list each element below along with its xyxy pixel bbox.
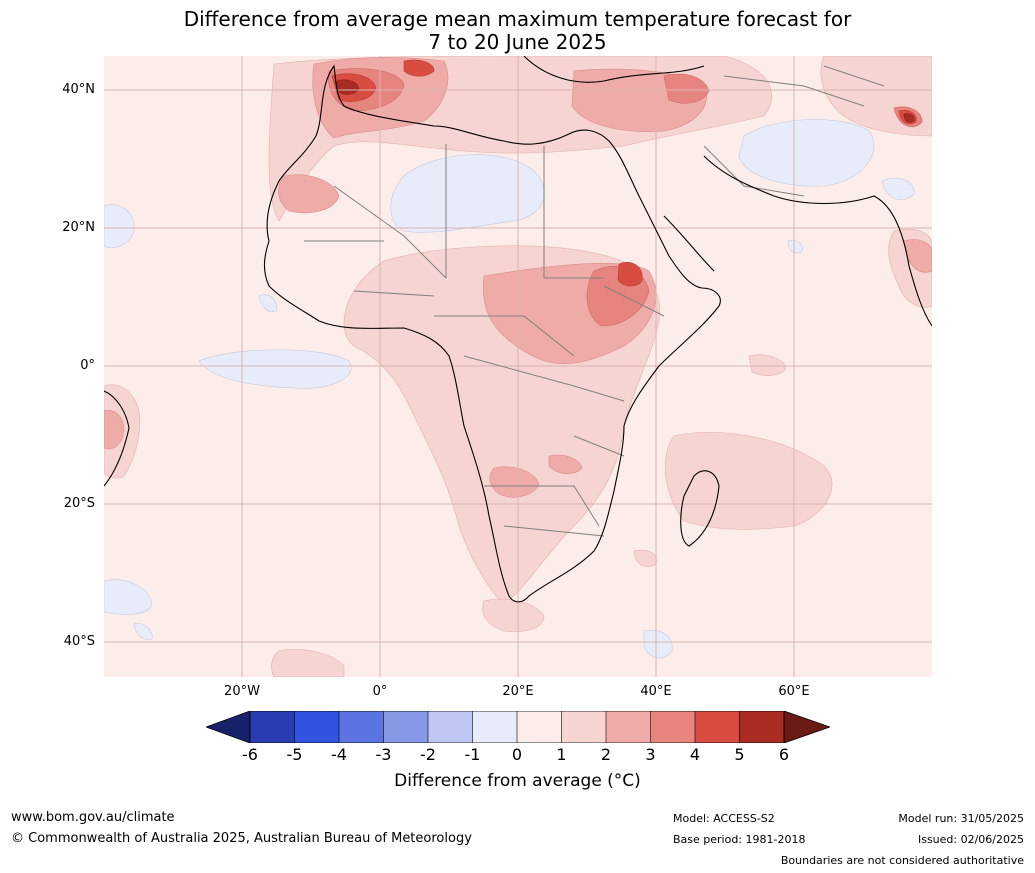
below-average-regions — [104, 119, 915, 659]
colorbar-segment-9 — [606, 711, 651, 743]
colorbar-segment-6 — [472, 711, 517, 743]
model-run-text: Model run: 31/05/2025 — [898, 812, 1024, 825]
disclaimer-text: Boundaries are not considered authoritat… — [780, 854, 1024, 867]
colorbar-svg — [204, 710, 832, 744]
lon-label-60e: 60°E — [778, 684, 810, 699]
base-period-text: Base period: 1981-2018 — [673, 833, 806, 846]
colorbar-segment-8 — [561, 711, 606, 743]
lat-label-40n: 40°N — [62, 82, 95, 97]
cbar-tick-minus3: -3 — [375, 745, 392, 764]
issued-text: Issued: 02/06/2025 — [917, 833, 1024, 846]
cbar-tick-4: 4 — [689, 745, 701, 764]
lon-label-20e: 20°E — [502, 684, 534, 699]
map-gridlines — [104, 56, 932, 677]
colorbar-segment-4 — [383, 711, 428, 743]
title-line-1: Difference from average mean maximum tem… — [183, 7, 852, 31]
colorbar-dividers — [294, 711, 740, 743]
lat-label-0: 0° — [80, 358, 95, 373]
model-text: Model: ACCESS-S2 — [673, 812, 775, 825]
cbar-tick-6: 6 — [778, 745, 790, 764]
map-svg — [104, 56, 932, 677]
colorbar-segment-11 — [695, 711, 740, 743]
cbar-tick-3: 3 — [645, 745, 656, 764]
colorbar-segment-2 — [294, 711, 339, 743]
copyright-text: © Commonwealth of Australia 2025, Austra… — [11, 831, 472, 846]
coastlines — [104, 56, 932, 603]
cbar-tick-0: 0 — [511, 745, 523, 764]
colorbar — [204, 710, 832, 744]
cbar-tick-1: 1 — [556, 745, 567, 764]
colorbar-segment-5 — [428, 711, 473, 743]
lat-label-20n: 20°N — [62, 220, 95, 235]
cbar-tick-minus4: -4 — [331, 745, 347, 764]
colorbar-segment-10 — [650, 711, 695, 743]
cbar-tick-minus5: -5 — [286, 745, 303, 764]
lon-label-40e: 40°E — [640, 684, 672, 699]
colorbar-segment-1 — [250, 711, 295, 743]
cbar-tick-minus1: -1 — [464, 745, 481, 764]
lon-label-0: 0° — [372, 684, 388, 699]
lat-label-40s: 40°S — [63, 634, 95, 649]
lat-label-20s: 20°S — [63, 496, 95, 511]
cbar-tick-2: 2 — [600, 745, 612, 764]
forecast-map — [104, 56, 932, 677]
cbar-tick-minus6: -6 — [242, 745, 258, 764]
colorbar-label: Difference from average (°C) — [394, 771, 641, 791]
cbar-tick-minus2: -2 — [420, 745, 436, 764]
national-borders — [304, 65, 885, 537]
colorbar-segment-12 — [739, 711, 784, 743]
colorbar-arrow-low — [204, 710, 251, 744]
colorbar-segment-7 — [517, 711, 562, 743]
colorbar-arrow-high — [783, 710, 832, 744]
chart-title: Difference from average mean maximum tem… — [0, 8, 1035, 54]
lon-label-20w: 20°W — [224, 684, 260, 699]
website-link[interactable]: www.bom.gov.au/climate — [11, 810, 175, 825]
colorbar-segment-3 — [339, 711, 384, 743]
cbar-tick-5: 5 — [734, 745, 745, 764]
title-line-2: 7 to 20 June 2025 — [428, 30, 607, 54]
anomaly-5-6 — [336, 79, 915, 123]
